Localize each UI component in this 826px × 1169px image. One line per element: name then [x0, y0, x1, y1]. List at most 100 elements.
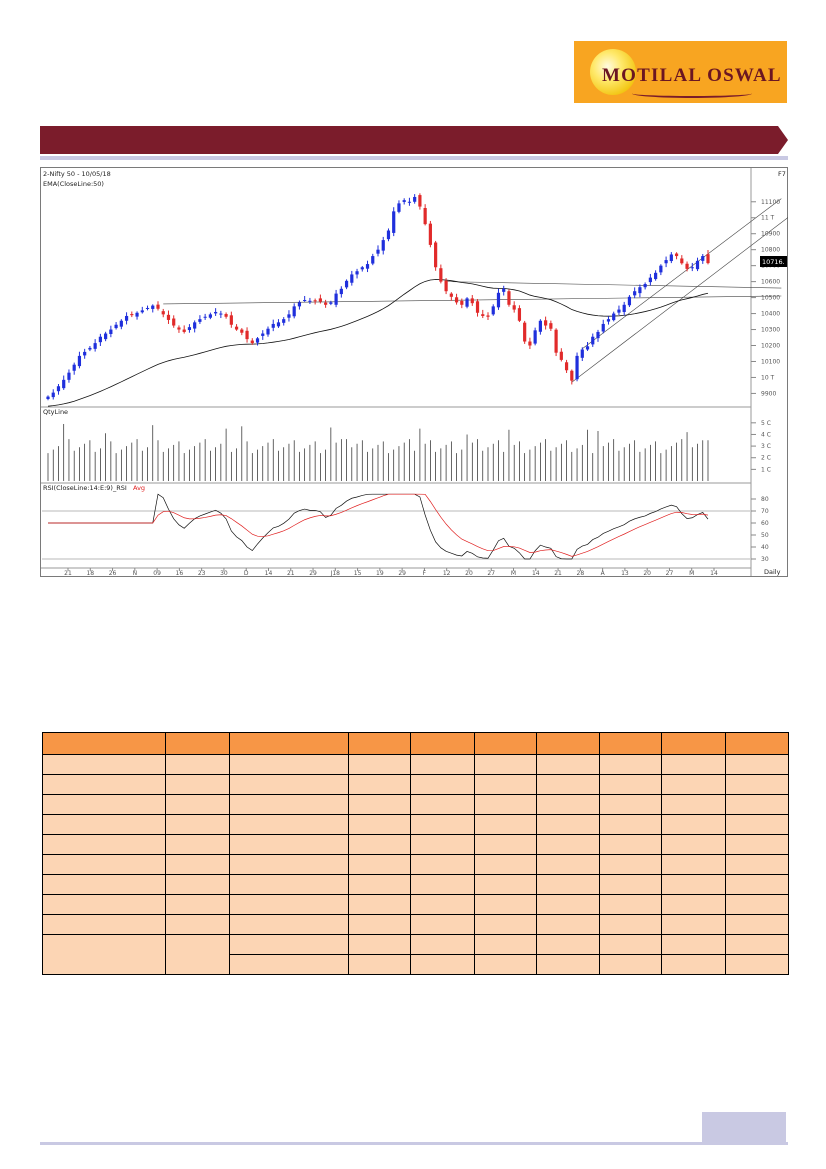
candle-body	[428, 223, 432, 245]
candle-body	[318, 298, 322, 302]
candle-body	[496, 292, 501, 308]
candle-body	[98, 336, 102, 343]
candle-body	[633, 291, 637, 296]
candle-body	[51, 392, 55, 398]
candle-body	[695, 260, 700, 270]
candle-body	[324, 302, 328, 305]
volume-tick-label: 3 C	[761, 443, 771, 450]
x-tick-label: 15	[354, 570, 362, 577]
header-cell	[474, 732, 537, 755]
candle-body	[339, 288, 343, 295]
candle-body	[701, 256, 705, 261]
candle-body	[88, 347, 92, 350]
price-tick-label: 10600	[761, 279, 780, 286]
header-cell	[661, 732, 726, 755]
candle-body	[104, 333, 108, 340]
table-row	[43, 954, 789, 975]
x-tick-label: M	[689, 570, 694, 577]
x-tick-label: 20	[465, 570, 473, 577]
header-cell	[725, 732, 789, 755]
x-tick-label: 13	[621, 570, 629, 577]
page-number-badge	[702, 1112, 786, 1144]
price-tick-label: 10500	[761, 295, 780, 302]
candle-body	[360, 267, 364, 270]
candle-body	[659, 265, 663, 273]
rsi-avg-label: Avg	[133, 484, 145, 492]
candle-body	[250, 340, 254, 344]
rsi-tick-label: 80	[761, 496, 769, 503]
rsi-tick-label: 30	[761, 556, 769, 563]
x-tick-label: 14	[710, 570, 718, 577]
candle-body	[297, 302, 302, 307]
candle-body	[512, 305, 516, 310]
candle-body	[344, 280, 349, 288]
table-row	[42, 854, 789, 875]
candle-body	[596, 331, 600, 339]
candle-body	[208, 314, 212, 318]
candle-body	[282, 319, 286, 323]
candle-body	[62, 379, 66, 389]
table-row	[42, 794, 789, 815]
x-tick-label: 21	[554, 570, 562, 577]
x-tick-label: 27	[666, 570, 674, 577]
header-cell	[165, 732, 230, 755]
candle-body	[313, 300, 317, 302]
channel-lower-line	[571, 217, 788, 383]
candle-body	[402, 200, 406, 202]
x-tick-label: 09	[153, 570, 161, 577]
candle-body	[287, 314, 291, 318]
candle-body	[538, 320, 542, 332]
x-tick-label: 29	[398, 570, 406, 577]
banner-arrow-icon	[778, 126, 788, 154]
chart-corner-label: F7	[778, 170, 786, 178]
table-row	[42, 894, 789, 915]
candle-body	[454, 297, 459, 303]
x-tick-label: 20	[643, 570, 651, 577]
candle-body	[386, 230, 391, 240]
last-price-tag-bg	[760, 256, 787, 267]
candle-body	[475, 301, 480, 313]
brand-name: MOTILAL OSWAL	[602, 65, 782, 86]
candle-body	[255, 338, 260, 343]
ema-label: EMA(CloseLine:50)	[43, 180, 104, 188]
candle-body	[648, 277, 652, 283]
candle-body	[219, 313, 223, 315]
candle-body	[124, 315, 129, 321]
price-tick-label: 11100	[761, 199, 780, 206]
candle-body	[627, 296, 632, 306]
x-tick-label: 23	[198, 570, 206, 577]
rsi-average-line	[48, 493, 709, 557]
candle-body	[523, 322, 527, 342]
candle-body	[161, 311, 165, 315]
x-tick-label: 14	[265, 570, 273, 577]
candle-body	[135, 312, 139, 317]
candle-body	[434, 242, 438, 268]
x-tick-label: 21	[64, 570, 72, 577]
candle-body	[439, 268, 443, 282]
x-tick-label: 16	[176, 570, 184, 577]
candle-body	[559, 351, 563, 360]
candle-body	[350, 274, 354, 283]
volume-tick-label: 4 C	[761, 431, 771, 438]
candle-body	[444, 280, 448, 292]
candle-body	[517, 308, 522, 321]
header-cell	[348, 732, 411, 755]
candle-body	[355, 271, 359, 275]
price-tick-label: 10400	[761, 311, 780, 318]
price-tick-label: 10800	[761, 247, 780, 254]
candle-body	[460, 300, 464, 305]
candle-body	[507, 291, 511, 305]
candle-body	[172, 318, 176, 326]
candle-body	[418, 195, 422, 207]
candle-body	[271, 323, 275, 328]
instrument-label: 2-Nifty 50 - 10/05/18	[43, 170, 111, 178]
candle-body	[109, 329, 113, 335]
candle-body	[214, 311, 218, 314]
sun-emblem-icon	[590, 49, 636, 95]
table-row	[42, 934, 789, 975]
candle-body	[606, 319, 611, 322]
table-row	[42, 774, 789, 795]
candle-body	[491, 306, 495, 315]
candle-body	[140, 310, 144, 313]
